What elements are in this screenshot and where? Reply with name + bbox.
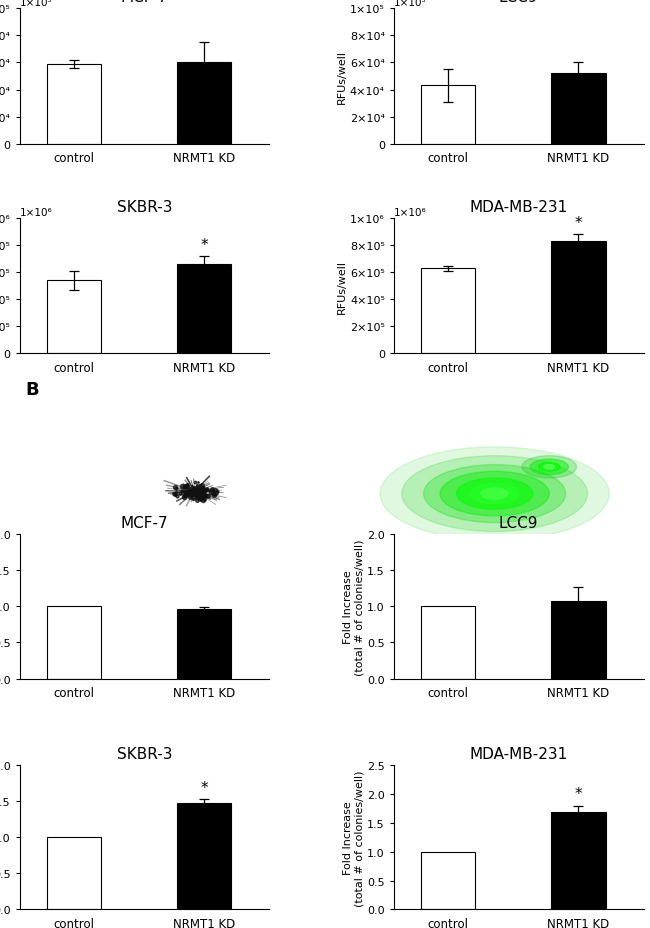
Bar	[421, 269, 475, 354]
Title: MCF-7: MCF-7	[120, 0, 168, 6]
Text: 1×10⁵: 1×10⁵	[394, 0, 426, 8]
Y-axis label: RFUs/well: RFUs/well	[337, 50, 347, 104]
Circle shape	[522, 457, 577, 479]
Bar	[551, 601, 606, 678]
Circle shape	[380, 447, 609, 541]
Bar	[421, 607, 475, 678]
Title: MCF-7: MCF-7	[120, 516, 168, 531]
Circle shape	[530, 459, 568, 475]
Bar	[177, 63, 231, 145]
Text: 1×10⁶: 1×10⁶	[20, 208, 52, 217]
Bar	[421, 852, 475, 909]
Title: LCC9: LCC9	[499, 516, 538, 531]
Bar	[47, 837, 101, 909]
Y-axis label: Fold Increase
(total # of colonies/well): Fold Increase (total # of colonies/well)	[343, 769, 365, 906]
Circle shape	[544, 465, 554, 470]
Circle shape	[470, 484, 519, 504]
Text: 1×10⁶: 1×10⁶	[394, 208, 426, 217]
Text: 50 μm: 50 μm	[248, 546, 279, 555]
Y-axis label: RFUs/well: RFUs/well	[337, 260, 347, 314]
Bar	[177, 609, 231, 678]
Circle shape	[481, 488, 508, 499]
Circle shape	[440, 471, 549, 516]
Text: *: *	[200, 780, 208, 795]
Text: *: *	[575, 786, 582, 801]
Bar	[551, 74, 606, 145]
Title: SKBR-3: SKBR-3	[116, 200, 172, 215]
Bar	[177, 264, 231, 354]
Bar	[177, 804, 231, 909]
Title: SKBR-3: SKBR-3	[116, 746, 172, 761]
Circle shape	[402, 457, 588, 532]
Text: 50 μm: 50 μm	[523, 546, 554, 555]
Bar	[551, 242, 606, 354]
Title: LCC9: LCC9	[499, 0, 538, 6]
Title: MDA-MB-231: MDA-MB-231	[469, 200, 568, 215]
Circle shape	[424, 465, 566, 523]
Bar	[47, 65, 101, 145]
Bar	[551, 813, 606, 909]
Text: 1×10⁵: 1×10⁵	[20, 0, 52, 8]
Circle shape	[538, 463, 560, 471]
Text: *: *	[200, 238, 208, 252]
Text: *: *	[575, 216, 582, 231]
Text: B: B	[26, 381, 40, 399]
Bar	[47, 607, 101, 678]
Title: MDA-MB-231: MDA-MB-231	[469, 746, 568, 761]
Bar	[421, 86, 475, 145]
Y-axis label: Fold Increase
(total # of colonies/well): Fold Increase (total # of colonies/well)	[343, 538, 365, 675]
Bar	[47, 281, 101, 354]
Circle shape	[456, 479, 533, 509]
